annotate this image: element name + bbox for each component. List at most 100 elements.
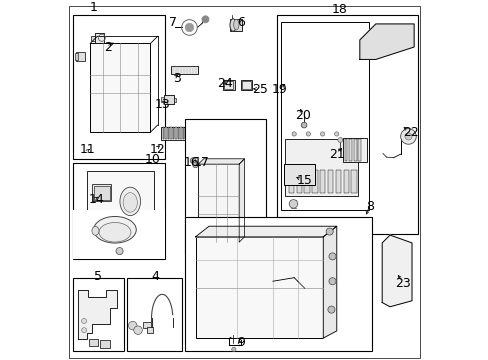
Bar (94, 186, 109, 200)
Bar (73, 210, 164, 259)
Bar (92, 184, 111, 201)
Text: 11: 11 (80, 143, 95, 157)
Bar (223, 80, 234, 90)
Circle shape (305, 132, 310, 136)
Text: 25: 25 (252, 83, 267, 96)
Bar (353, 139, 356, 161)
Bar (343, 138, 366, 162)
Bar (288, 170, 294, 193)
Bar (127, 278, 182, 351)
Circle shape (116, 248, 123, 255)
Polygon shape (323, 226, 336, 338)
Bar (198, 164, 239, 242)
Bar (384, 272, 405, 276)
Text: 9: 9 (237, 336, 244, 349)
Circle shape (328, 253, 335, 260)
Bar (76, 52, 84, 61)
Polygon shape (359, 24, 413, 59)
Bar (172, 127, 174, 139)
Bar (195, 237, 323, 338)
Circle shape (192, 162, 198, 168)
Bar (241, 80, 252, 90)
Bar (78, 213, 88, 222)
Bar (73, 15, 164, 159)
Text: 17: 17 (194, 156, 209, 169)
Text: 5: 5 (94, 270, 102, 283)
Polygon shape (195, 226, 336, 237)
Bar (174, 98, 176, 102)
Circle shape (291, 132, 296, 136)
Bar (86, 171, 154, 217)
Circle shape (81, 319, 86, 324)
Bar (320, 170, 325, 193)
Bar (170, 127, 171, 139)
Text: 13: 13 (154, 98, 170, 111)
Bar (75, 214, 78, 221)
Circle shape (185, 23, 193, 32)
Text: 8: 8 (366, 200, 374, 213)
Circle shape (404, 133, 411, 140)
Bar (163, 127, 164, 139)
Circle shape (320, 132, 324, 136)
Ellipse shape (94, 216, 136, 243)
Bar (184, 217, 371, 351)
Bar (190, 127, 191, 139)
Text: 15: 15 (296, 174, 311, 187)
Text: 24: 24 (216, 77, 232, 90)
Bar (348, 139, 351, 161)
Bar (95, 33, 103, 43)
Circle shape (327, 306, 334, 313)
Bar (280, 22, 368, 210)
Circle shape (231, 347, 236, 351)
Bar (183, 127, 184, 139)
Bar (184, 120, 265, 253)
Text: 20: 20 (295, 109, 311, 122)
Bar (358, 139, 361, 161)
Ellipse shape (123, 193, 137, 212)
Bar (229, 19, 242, 31)
Ellipse shape (233, 19, 239, 30)
Polygon shape (382, 235, 411, 307)
Bar (73, 163, 164, 259)
Text: 23: 23 (395, 276, 410, 289)
Ellipse shape (229, 19, 236, 31)
Bar (187, 127, 189, 139)
Bar (312, 170, 317, 193)
Bar (344, 139, 346, 161)
Circle shape (337, 138, 342, 143)
Bar (384, 257, 405, 262)
Bar (283, 164, 315, 185)
Text: 12: 12 (149, 143, 165, 157)
Bar (296, 170, 302, 193)
Text: 3: 3 (173, 72, 181, 85)
Ellipse shape (120, 187, 140, 216)
Text: 1: 1 (90, 1, 98, 14)
Circle shape (328, 278, 335, 285)
Bar (143, 322, 151, 328)
Text: 7: 7 (168, 16, 177, 29)
Ellipse shape (99, 222, 131, 242)
Text: 6: 6 (237, 16, 244, 29)
Polygon shape (198, 159, 244, 164)
Bar (91, 36, 95, 41)
Text: 22: 22 (402, 126, 418, 139)
Bar (146, 327, 153, 333)
Bar (343, 170, 348, 193)
Bar (304, 170, 309, 193)
Bar (224, 81, 233, 89)
Polygon shape (78, 290, 117, 339)
Circle shape (128, 321, 137, 330)
Bar (327, 170, 332, 193)
Text: 16: 16 (183, 156, 200, 169)
Bar (384, 244, 405, 250)
Text: 19: 19 (271, 83, 287, 96)
Bar (90, 44, 150, 132)
Ellipse shape (92, 226, 99, 235)
Bar (185, 127, 186, 139)
Bar (350, 170, 356, 193)
Circle shape (325, 228, 332, 235)
Bar (100, 340, 109, 348)
Circle shape (334, 132, 338, 136)
Bar (242, 81, 251, 89)
Bar (178, 127, 179, 139)
